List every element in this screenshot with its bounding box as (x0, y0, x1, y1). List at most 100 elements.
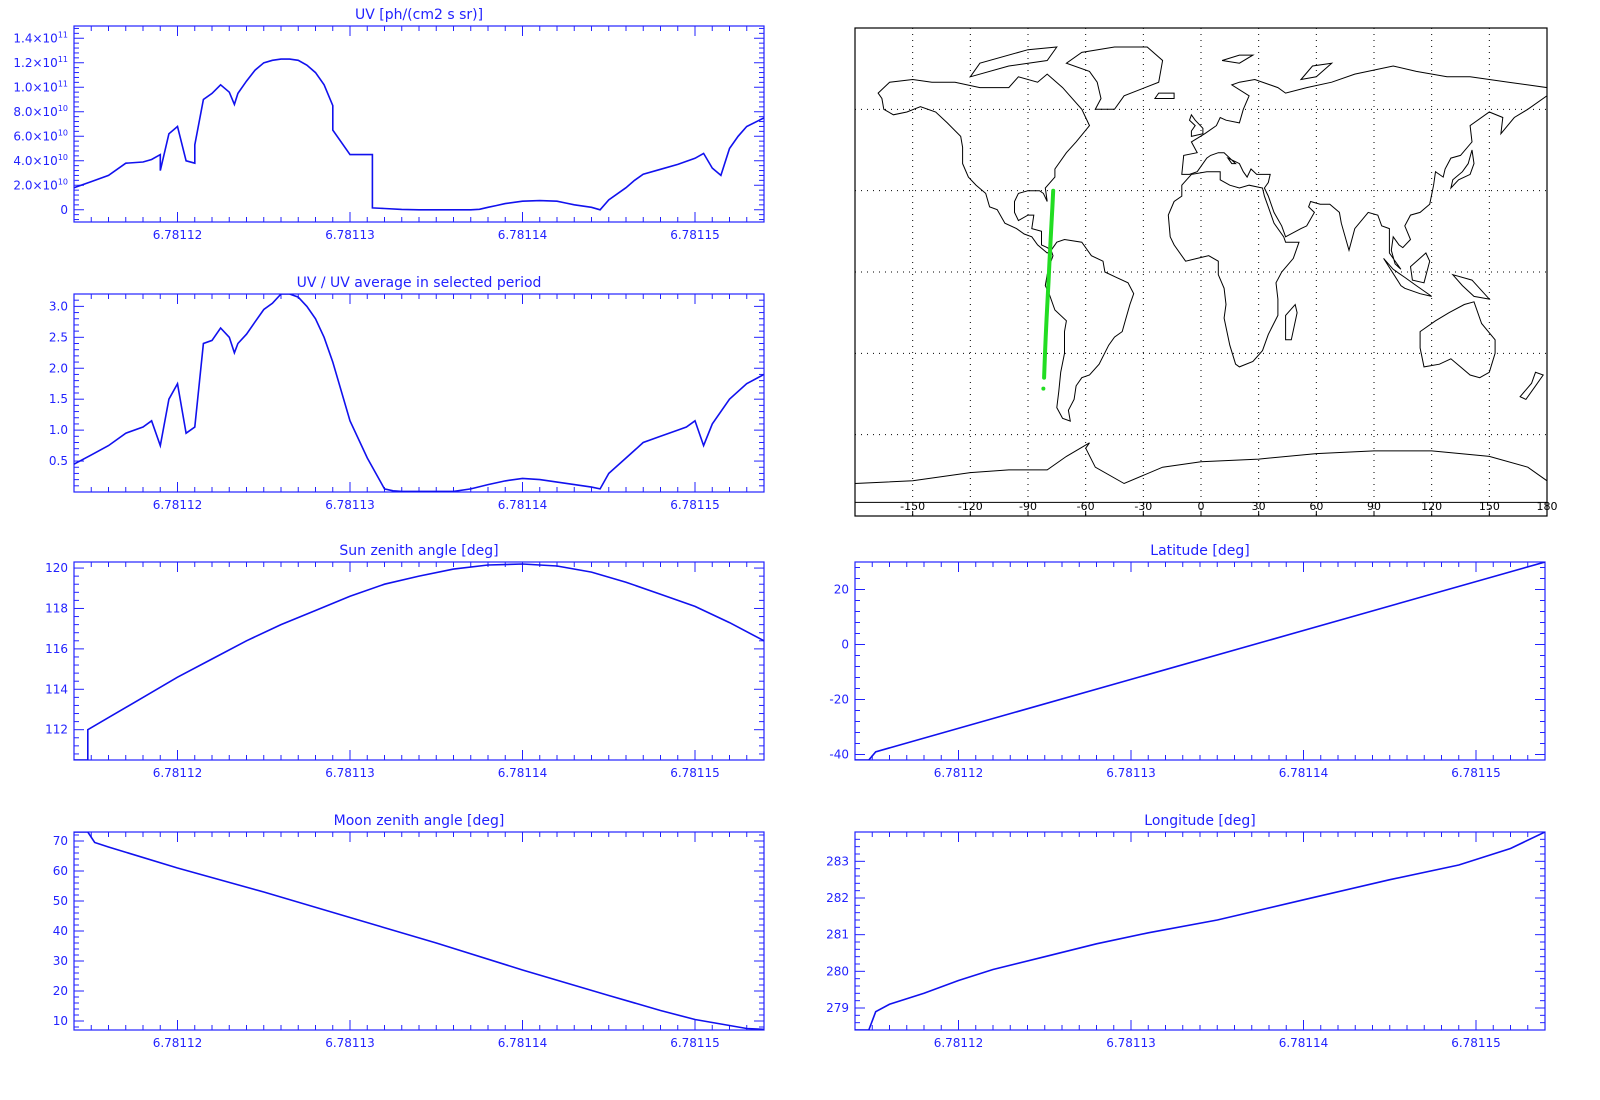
uv-y-tick-mantissa: 1.2×10 (13, 56, 57, 70)
sun-zenith-panel: Sun zenith angle [deg] 6.78112 6.78113 6.78… (45, 543, 765, 780)
map-coastline-new-guinea (1451, 273, 1491, 300)
map-lon-tick-label: 90 (1367, 500, 1381, 513)
uvratio-panel-title: UV / UV average in selected period (297, 275, 542, 291)
map-lon-tick-label: 180 (1537, 500, 1558, 513)
moon-series-line (74, 832, 764, 1030)
moon-y-tick-label: 10 (53, 1014, 68, 1028)
lon-y-tick-label: 282 (826, 891, 849, 905)
moon-x-tick-label: 6.78112 (153, 1036, 203, 1050)
lat-x-tick-label: 6.78113 (1106, 766, 1156, 780)
sun-y-tick-label: 116 (45, 642, 68, 656)
uvratio-x-tick-label: 6.78113 (325, 498, 375, 512)
uv-y-tick-label: 6.0×1010 (13, 128, 68, 143)
uv-y-tick-label: 1.0×1011 (13, 79, 68, 94)
sun-y-tick-label: 114 (45, 682, 68, 696)
uv-x-tick-label: 6.78115 (670, 228, 720, 242)
uv-y-tick-label: 1.4×1011 (13, 30, 68, 45)
map-lon-tick-label: 0 (1198, 500, 1205, 513)
uvratio-x-tick-label: 6.78112 (153, 498, 203, 512)
uv-y-tick-exponent: 10 (58, 104, 68, 113)
lat-y-tick-label: -20 (829, 693, 849, 707)
sun-y-tick-label: 112 (45, 723, 68, 737)
map-lon-tick-label: -150 (900, 500, 925, 513)
uv-y-tick-exponent: 11 (58, 55, 68, 64)
map-coastline-greenland (1065, 46, 1164, 110)
map-lon-tick-label: -90 (1019, 500, 1037, 513)
lat-x-tick-label: 6.78114 (1279, 766, 1329, 780)
map-coastline-indonesia (1383, 258, 1432, 297)
uv-y-tick-label: 2.0×1010 (13, 177, 68, 192)
moon-x-tick-label: 6.78114 (498, 1036, 548, 1050)
map-lon-tick-label: 120 (1421, 500, 1442, 513)
sun-x-tick-label: 6.78112 (153, 766, 203, 780)
uv-plot-frame (73, 25, 765, 223)
map-lon-tick-label: -30 (1134, 500, 1152, 513)
uvratio-y-tick-label: 1.0 (49, 423, 68, 437)
uv-y-tick-label: 8.0×1010 (13, 104, 68, 119)
uv-x-tick-label: 6.78114 (498, 228, 548, 242)
lon-x-tick-label: 6.78113 (1106, 1036, 1156, 1050)
uv-y-tick-label: 4.0×1010 (13, 153, 68, 168)
uvratio-y-tick-label: 1.5 (49, 392, 68, 406)
lon-y-tick-label: 283 (826, 854, 849, 868)
map-coastline-madagascar (1285, 303, 1298, 341)
map-coastline-eurasia (1181, 65, 1548, 270)
moon-y-tick-label: 40 (53, 924, 68, 938)
lon-x-tick-label: 6.78112 (934, 1036, 984, 1050)
latitude-panel-title: Latitude [deg] (1150, 543, 1249, 559)
map-coastline-svalbard (1221, 54, 1255, 64)
longitude-panel: Longitude [deg] 6.78112 6.78113 6.78114 6.78… (826, 813, 1546, 1050)
sun-y-tick-label: 118 (45, 601, 68, 615)
sun-plot-frame (73, 561, 765, 761)
map-coastline-antarctica (854, 442, 1548, 503)
map-lon-tick-label: 30 (1252, 500, 1266, 513)
uvratio-y-tick-label: 2.5 (49, 330, 68, 344)
latitude-panel: Latitude [deg] 6.78112 6.78113 6.78114 6.781… (829, 543, 1546, 780)
map-coastline-africa (1167, 171, 1300, 368)
uv-y-tick-mantissa: 2.0×10 (13, 178, 57, 192)
map-coastline-novaya-zemlya (1299, 62, 1334, 81)
world-map-panel: -150 -120 -90 -60 -30 0 30 60 90 120 150 180 (854, 27, 1558, 517)
uv-series-line (74, 58, 764, 211)
sun-x-tick-label: 6.78113 (325, 766, 375, 780)
uv-y-tick-exponent: 10 (58, 128, 68, 137)
uv-panel: UV [ph/(cm2 s sr)] 6.78112 6.78113 6.78114 6… (13, 7, 765, 242)
lat-x-tick-label: 6.78115 (1451, 766, 1501, 780)
uv-y-tick-mantissa: 1.0×10 (13, 80, 57, 94)
moon-y-tick-label: 70 (53, 834, 68, 848)
uv-y-tick-exponent: 10 (58, 177, 68, 186)
uv-y-tick-exponent: 11 (58, 79, 68, 88)
map-coastline-borneo (1409, 252, 1431, 284)
moon-x-tick-label: 6.78115 (670, 1036, 720, 1050)
moon-y-tick-label: 50 (53, 894, 68, 908)
map-coastline-north-america (877, 73, 1091, 254)
uv-y-tick-exponent: 11 (58, 30, 68, 39)
lon-x-tick-label: 6.78114 (1279, 1036, 1329, 1050)
uv-y-tick-mantissa: 4.0×10 (13, 154, 57, 168)
lon-series-line (855, 832, 1545, 1030)
uv-y-tick-label: 1.2×1011 (13, 55, 68, 70)
uvratio-plot-frame (73, 293, 765, 493)
track-start-marker (1041, 386, 1046, 391)
moon-plot-frame (73, 831, 765, 1031)
uvratio-series-line (74, 294, 764, 492)
uvratio-x-tick-label: 6.78115 (670, 498, 720, 512)
uvratio-x-tick-label: 6.78114 (498, 498, 548, 512)
lat-y-tick-label: 20 (834, 583, 849, 597)
sun-series-line (74, 563, 764, 760)
sun-x-tick-label: 6.78114 (498, 766, 548, 780)
uv-x-tick-label: 6.78113 (325, 228, 375, 242)
uv-y-tick-mantissa: 1.4×10 (13, 31, 57, 45)
map-coastline-britain (1188, 113, 1204, 138)
sun-x-tick-label: 6.78115 (670, 766, 720, 780)
lon-y-tick-label: 281 (826, 928, 849, 942)
uvratio-panel: UV / UV average in selected period 6.7811… (49, 275, 765, 512)
moon-y-tick-label: 30 (53, 954, 68, 968)
lon-y-tick-label: 280 (826, 964, 849, 978)
moon-zenith-panel-title: Moon zenith angle [deg] (334, 813, 505, 829)
uv-y-tick-mantissa: 6.0×10 (13, 129, 57, 143)
uv-x-tick-label: 6.78112 (153, 228, 203, 242)
moon-y-tick-label: 20 (53, 984, 68, 998)
map-coastline-arctic-islands (969, 46, 1058, 78)
